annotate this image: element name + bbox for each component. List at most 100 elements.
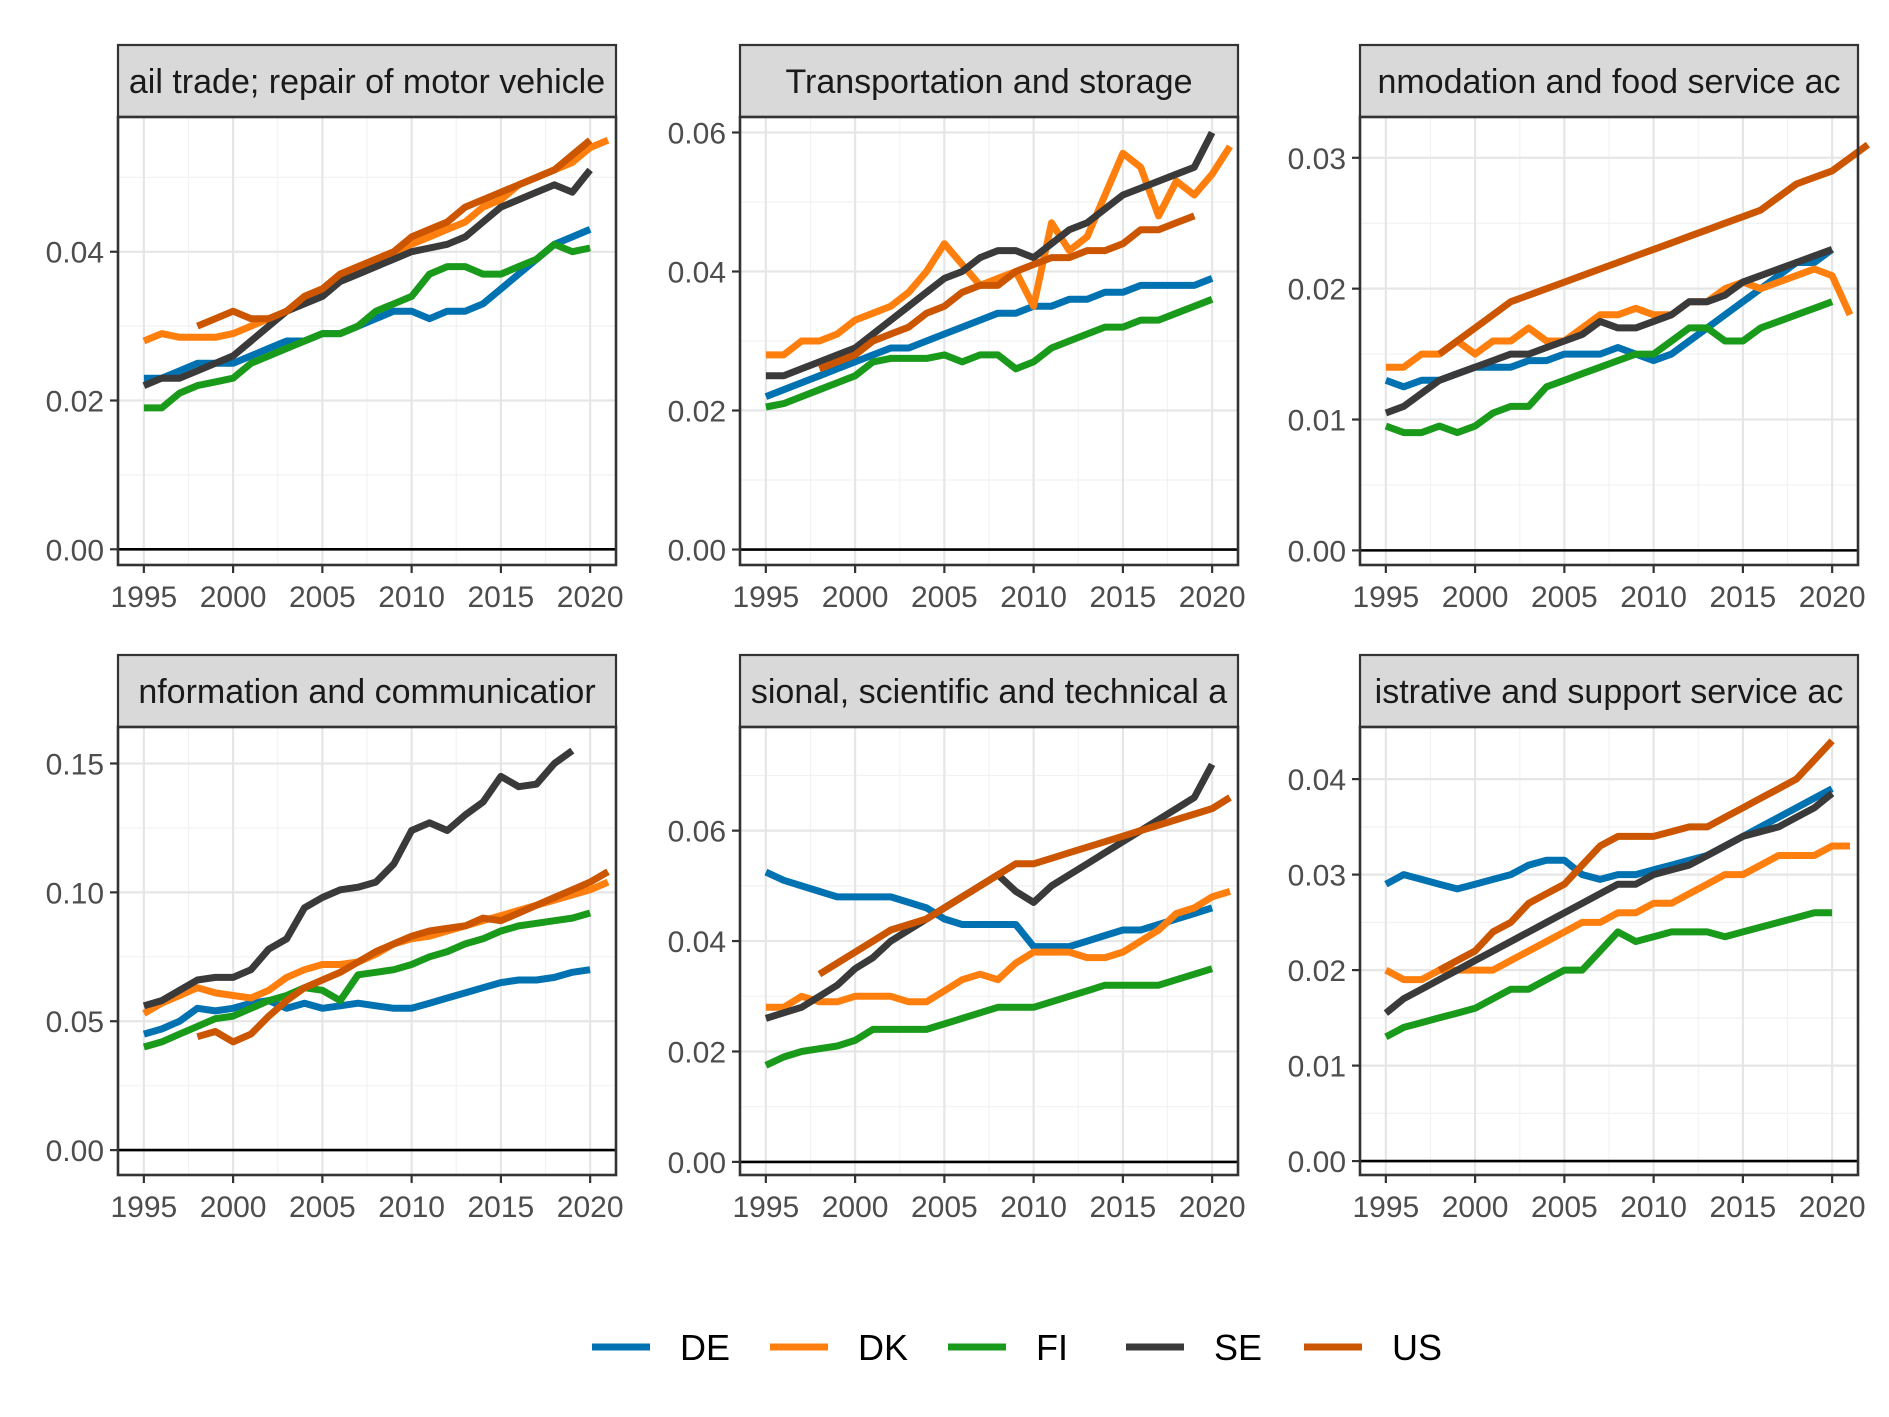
- panel-2: Transportation and storage 0.00 0.02 0.04 0.…: [668, 43, 1246, 614]
- x-tick-label: 2000: [200, 581, 267, 614]
- legend-label: US: [1392, 1327, 1442, 1368]
- x-tick-label: 2000: [822, 581, 889, 614]
- series-line-de: [764, 868, 1214, 951]
- x-tick-label: 2015: [1710, 1191, 1777, 1224]
- series-line-us: [817, 794, 1232, 978]
- y-tick-label: 0.02: [1288, 955, 1346, 988]
- y-tick-label: 0.05: [46, 1006, 104, 1039]
- panel-1: ail trade; repair of motor vehicle 0.00 0.…: [46, 43, 624, 614]
- legend-entry-us: US: [1304, 1327, 1442, 1368]
- panel-4: nformation and communicatior 0.00 0.05 0.10…: [46, 653, 624, 1224]
- y-tick-label: 0.15: [46, 748, 104, 781]
- legend-label: DE: [680, 1327, 730, 1368]
- series-line-se: [765, 130, 1216, 380]
- y-tick-label: 0.03: [1288, 860, 1346, 893]
- y-tick-label: 0.02: [46, 386, 104, 419]
- facet-strip-label: nformation and communicatior: [138, 673, 595, 711]
- series-line-se: [142, 167, 593, 389]
- series-line-fi: [143, 240, 591, 412]
- x-tick-label: 2015: [1090, 1191, 1157, 1224]
- x-tick-label: 2010: [1620, 581, 1687, 614]
- x-tick-label: 2005: [1531, 581, 1598, 614]
- legend-label: SE: [1214, 1327, 1262, 1368]
- x-tick-label: 2000: [200, 1191, 267, 1224]
- series-line-se: [142, 747, 575, 1010]
- series-line-fi: [765, 296, 1214, 411]
- y-tick-label: 0.02: [668, 1036, 726, 1069]
- facet-strip: [738, 653, 1240, 729]
- facet-strip-label: nmodation and food service ac: [1377, 63, 1840, 101]
- x-tick-label: 2010: [1620, 1191, 1687, 1224]
- series-line-de: [142, 966, 591, 1038]
- x-tick-label: 2020: [1179, 581, 1246, 614]
- y-tick-label: 0.02: [668, 396, 726, 429]
- facet-strip-label: ail trade; repair of motor vehicle: [129, 63, 605, 101]
- x-tick-label: 2015: [1710, 581, 1777, 614]
- facet-strip-label: Transportation and storage: [786, 63, 1193, 101]
- x-tick-label: 1995: [110, 581, 177, 614]
- x-tick-label: 1995: [1352, 581, 1419, 614]
- series-line-us: [196, 868, 610, 1046]
- legend-label: DK: [858, 1327, 908, 1368]
- y-tick-label: 0.06: [668, 117, 726, 150]
- series-line-us: [1437, 738, 1835, 974]
- legend-label: FI: [1036, 1327, 1068, 1368]
- series-line-fi: [1384, 909, 1833, 1040]
- x-tick-label: 2000: [1442, 1191, 1509, 1224]
- series-line-de: [1384, 785, 1834, 893]
- panel-6: istrative and support service ac 0.00 0.01…: [1288, 653, 1866, 1224]
- panel-3: nmodation and food service ac 0.00 0.01 0.0…: [1288, 43, 1870, 614]
- x-tick-label: 2005: [289, 581, 356, 614]
- series-line-us: [818, 212, 1196, 373]
- x-tick-label: 1995: [732, 1191, 799, 1224]
- legend-entry-se: SE: [1126, 1327, 1262, 1368]
- facet-strip: [1358, 653, 1860, 729]
- x-tick-label: 2000: [822, 1191, 889, 1224]
- panels: ail trade; repair of motor vehicle 0.00 0.…: [46, 43, 1870, 1224]
- x-tick-label: 2000: [1442, 581, 1509, 614]
- x-tick-label: 2020: [1799, 581, 1866, 614]
- x-tick-label: 2015: [468, 581, 535, 614]
- facet-strip-label: istrative and support service ac: [1375, 673, 1844, 711]
- x-tick-label: 2005: [911, 581, 978, 614]
- y-tick-label: 0.01: [1288, 1051, 1346, 1084]
- series-line-dk: [1385, 265, 1854, 371]
- y-tick-label: 0.00: [1288, 535, 1346, 568]
- x-tick-label: 2015: [1090, 581, 1157, 614]
- y-tick-label: 0.01: [1288, 405, 1346, 438]
- y-tick-label: 0.00: [46, 534, 104, 567]
- x-tick-label: 2020: [557, 581, 624, 614]
- legend-entry-de: DE: [592, 1327, 730, 1368]
- y-tick-label: 0.06: [668, 816, 726, 849]
- panel-border: [116, 115, 618, 567]
- x-tick-label: 2010: [1000, 1191, 1067, 1224]
- series-line-se: [1383, 790, 1835, 1016]
- y-tick-label: 0.02: [1288, 274, 1346, 307]
- facet-strip: [116, 653, 618, 729]
- x-tick-label: 2020: [1799, 1191, 1866, 1224]
- x-tick-label: 2005: [289, 1191, 356, 1224]
- y-tick-label: 0.04: [668, 926, 726, 959]
- series-line-dk: [765, 888, 1232, 1011]
- series-line-se: [1384, 246, 1834, 417]
- x-tick-label: 2010: [378, 1191, 445, 1224]
- y-tick-label: 0.00: [1288, 1146, 1346, 1179]
- legend: DE DK FI SE US: [592, 1327, 1442, 1368]
- panel-border: [738, 115, 1240, 567]
- facet-strip-label: sional, scientific and technical a: [751, 673, 1227, 711]
- x-tick-label: 2015: [468, 1191, 535, 1224]
- legend-entry-dk: DK: [770, 1327, 908, 1368]
- x-tick-label: 2010: [378, 581, 445, 614]
- series-line-us: [196, 137, 593, 330]
- panel-border: [116, 725, 618, 1177]
- legend-entry-fi: FI: [948, 1327, 1068, 1368]
- y-tick-label: 0.10: [46, 877, 104, 910]
- y-tick-label: 0.04: [668, 256, 726, 289]
- facet-strip: [116, 43, 618, 119]
- panel-border: [738, 725, 1240, 1177]
- x-tick-label: 2005: [911, 1191, 978, 1224]
- y-tick-label: 0.00: [668, 535, 726, 568]
- x-tick-label: 2020: [557, 1191, 624, 1224]
- x-tick-label: 2020: [1179, 1191, 1246, 1224]
